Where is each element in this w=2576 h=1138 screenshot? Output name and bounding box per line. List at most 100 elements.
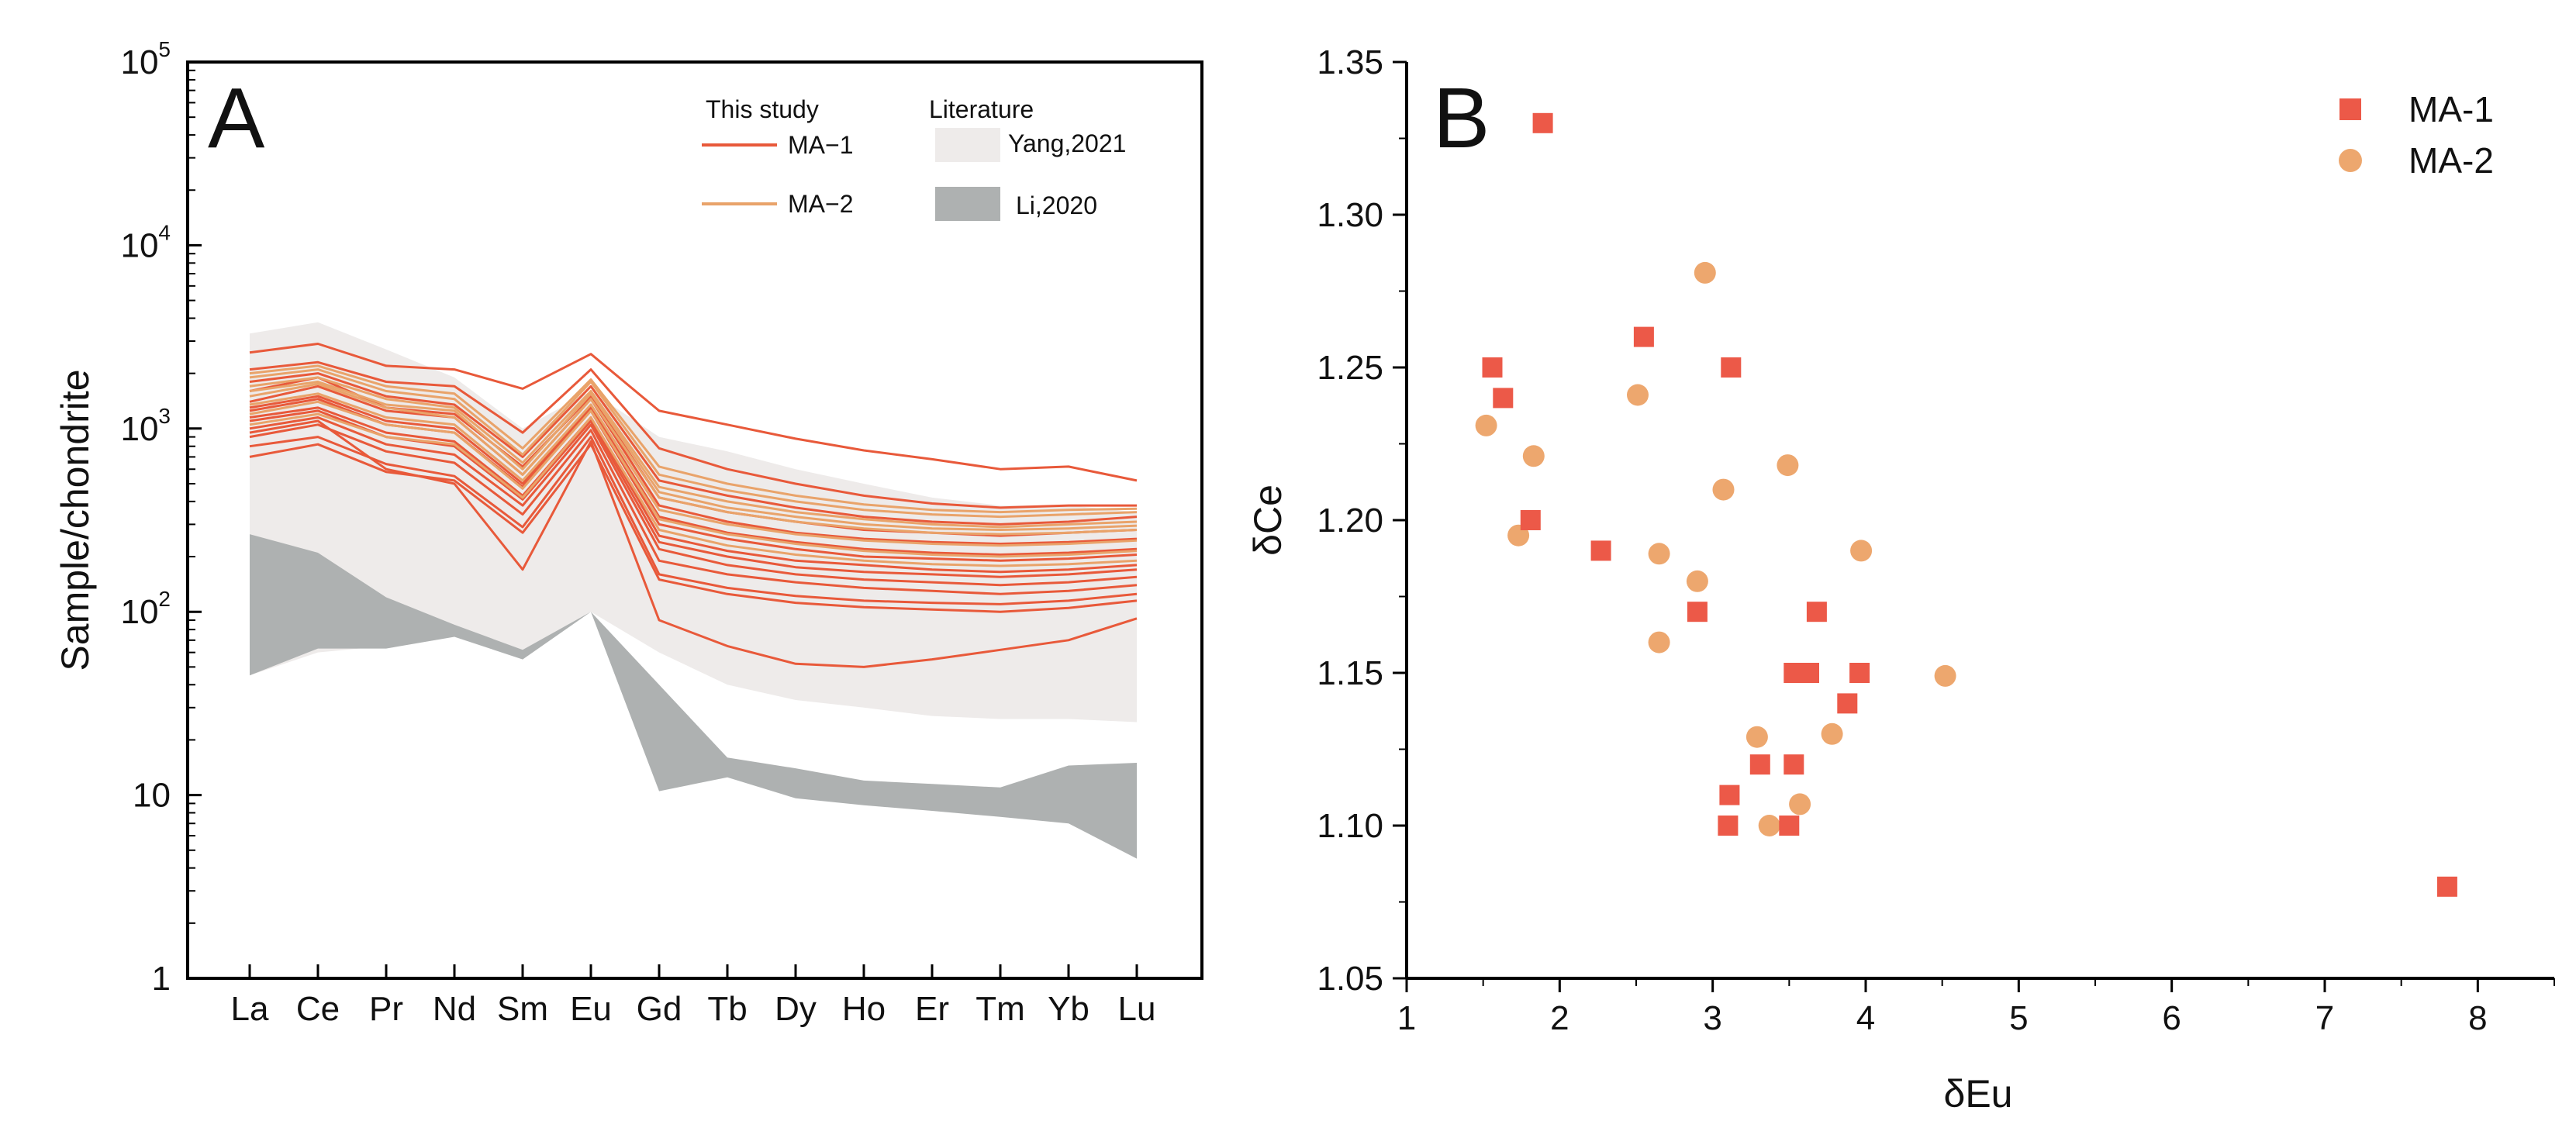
legend-ma2-label: MA−2 [788,190,853,218]
x-tick-label: 7 [2315,999,2334,1037]
point-ma-1 [1482,357,1503,378]
y-tick-label: 104 [120,220,171,264]
point-ma-2 [1648,543,1670,565]
panel-a-letter: A [208,71,265,166]
series-line-ma-1-0 [249,343,1138,482]
point-ma-1 [1849,663,1870,683]
series-line-ma-1-5 [249,406,1138,574]
x-tick-label-dy: Dy [775,990,817,1028]
series-line-ma-2-14 [249,376,1138,529]
x-tick-label-pr: Pr [369,990,403,1028]
x-tick-label-er: Er [915,990,949,1028]
point-ma-1 [1532,112,1553,133]
legend-b-ma1-label: MA-1 [2409,89,2494,129]
legend-this-study-heading: This study [706,95,819,123]
x-tick-label: 4 [1856,999,1875,1037]
y-tick-exponent: 3 [158,404,171,428]
legend-li-label: Li,2020 [1016,191,1097,219]
y-tick-label: 10 [133,777,171,815]
point-ma-1 [1718,816,1739,836]
y-tick-exponent: 5 [158,37,171,61]
x-tick-label-lu: Lu [1118,990,1156,1028]
point-ma-1 [1590,540,1611,561]
panel-b-legend: MA-1 MA-2 [2339,89,2494,181]
series-line-ma-2-20 [249,412,1138,567]
panel-b-y-ticks: 1.05 1.10 1.15 1.20 1.25 1.30 1.35 [1317,43,1407,998]
point-ma-2 [1648,631,1670,653]
series-line-ma-2-18 [249,400,1138,558]
point-ma-1 [1784,754,1804,775]
panel-a-legend: This study Literature MA−1 MA−2 Yang,202… [702,95,1126,221]
panel-b-plot-background [1407,62,2554,978]
y-tick-label: 1.15 [1317,654,1383,692]
point-ma-2 [1522,445,1545,467]
x-tick-label-ce: Ce [296,990,340,1028]
y-tick-exponent: 2 [158,587,171,611]
series-line-ma-2-19 [249,381,1138,531]
point-ma-2 [1850,540,1873,562]
point-ma-2 [1821,722,1843,745]
point-ma-1 [1687,602,1708,622]
panel-b-letter: B [1433,71,1490,166]
series-line-ma-1-4 [249,395,1138,556]
point-ma-1 [1799,663,1819,683]
series-line-ma-1-10 [249,385,1138,545]
x-tick-label-tb: Tb [707,990,747,1028]
legend-b-ma2-label: MA-2 [2409,140,2494,181]
panel-b-x-axis-title: δEu [1944,1072,2013,1116]
panel-a-x-ticks: La Ce Pr Nd Sm Eu Gd Tb Dy Ho Er Tm Yb Lu [231,964,1156,1028]
y-tick-label: 102 [120,587,171,631]
panel-b-y-axis-title: δCe [1246,485,1290,556]
point-ma-2 [1694,261,1716,284]
series-line-ma-1-9 [249,419,1138,668]
panel-a-ree-pattern: 1 10 102 103 104 105 La Ce Pr Nd Sm Eu Gd Tb Dy Ho Er Tm… [54,37,1203,1028]
x-tick-label-yb: Yb [1048,990,1089,1028]
series-line-ma-1-6 [249,416,1138,587]
point-ma-1 [1749,754,1770,775]
y-tick-label: 1.20 [1317,502,1383,540]
x-tick-label-la: La [231,990,269,1028]
point-ma-1 [1520,510,1541,530]
series-line-ma-1-1 [249,360,1137,509]
point-ma-2 [1789,793,1811,816]
point-ma-2 [1712,478,1735,501]
x-tick-label: 6 [2162,999,2181,1037]
panel-a-y-axis-title: Sample/chondrite [54,369,97,671]
point-ma-2 [1758,815,1780,836]
point-ma-1 [1806,602,1827,622]
point-ma-1 [1837,693,1858,714]
panel-a-plot-frame [186,60,1203,980]
series-line-ma-2-15 [249,382,1138,536]
point-ma-2 [1475,414,1497,436]
legend-ma1-square-marker [2339,98,2361,120]
y-tick-label: 1.05 [1317,960,1383,998]
series-line-ma-1-8 [249,436,1138,605]
point-ma-2 [1777,454,1799,477]
point-ma-2 [1627,384,1649,406]
x-tick-label: 2 [1550,999,1569,1037]
x-tick-label: 8 [2468,999,2487,1037]
x-tick-label-nd: Nd [433,990,476,1028]
legend-literature-heading: Literature [929,95,1034,123]
legend-ma2-circle-marker [2339,149,2362,172]
y-tick-label: 1.35 [1317,43,1383,81]
x-tick-label-ho: Ho [842,990,886,1028]
panel-b-x-ticks: 1 2 3 4 5 6 7 8 [1397,978,2555,1037]
x-tick-label-eu: Eu [570,990,612,1028]
point-ma-1 [2436,876,2457,897]
point-ma-1 [1493,388,1514,409]
y-tick-label: 105 [120,37,171,81]
legend-ma1-label: MA−1 [788,131,853,159]
legend-yang-label: Yang,2021 [1008,129,1126,157]
x-tick-label: 1 [1397,999,1416,1037]
x-tick-label-gd: Gd [637,990,682,1028]
series-line-ma-2-21 [249,364,1138,514]
y-tick-label: 1.25 [1317,349,1383,387]
panel-a-sample-lines [249,343,1138,668]
point-ma-2 [1686,570,1708,592]
point-ma-1 [1779,816,1800,836]
panel-b-points [1475,112,2457,897]
x-tick-label: 3 [1703,999,1721,1037]
